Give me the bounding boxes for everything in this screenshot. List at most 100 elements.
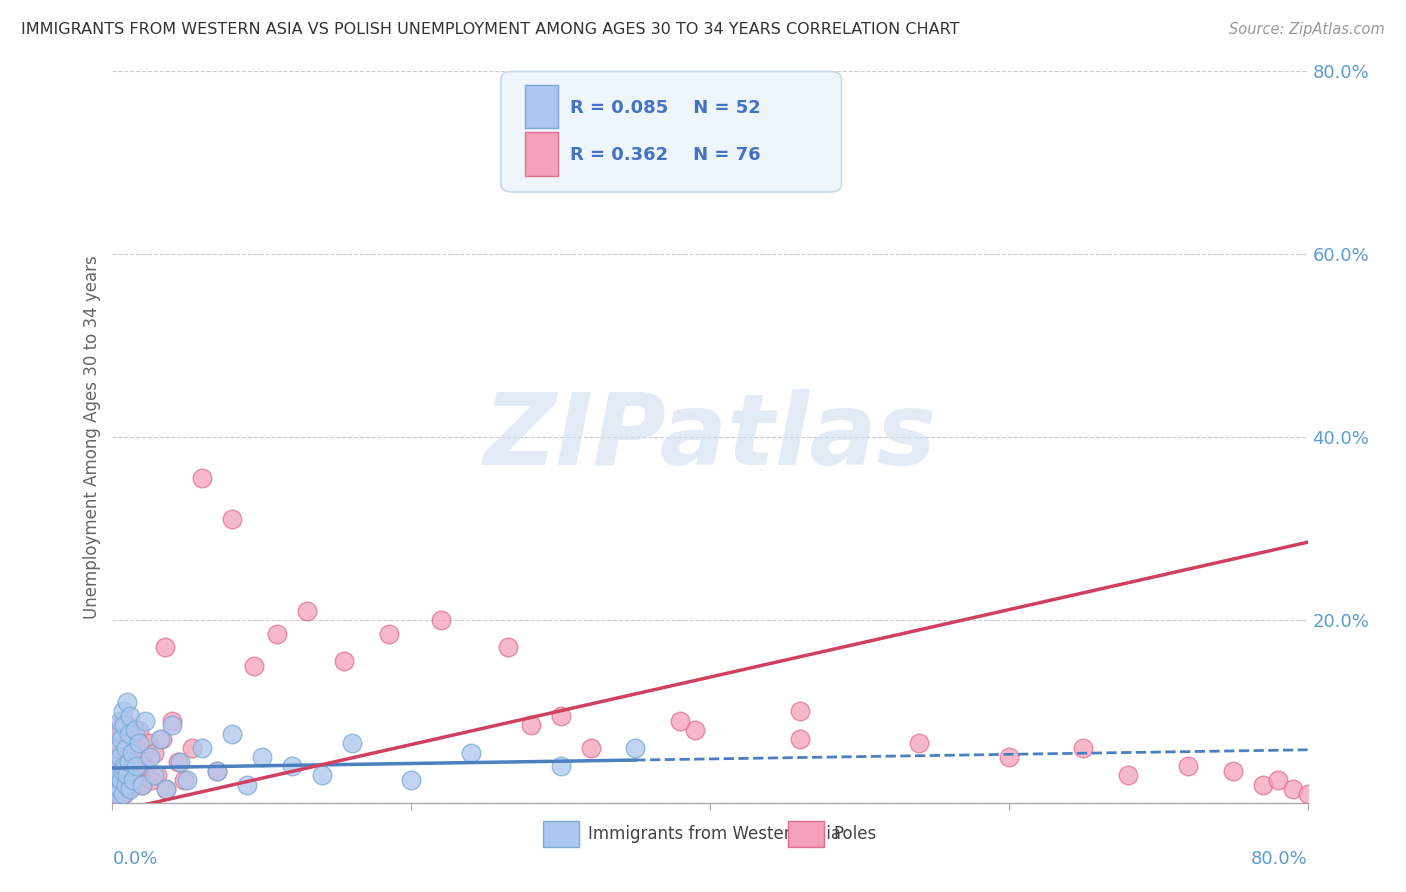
Point (143, 768, 166, 782)
Point (122, 772, 145, 787)
Point (108, 714, 131, 728)
Point (1251, 778, 1274, 792)
Point (236, 778, 259, 792)
FancyBboxPatch shape (524, 132, 558, 176)
Point (125, 759, 148, 773)
FancyBboxPatch shape (543, 821, 579, 847)
Point (105, 768, 128, 782)
Point (114, 772, 135, 787)
Text: Source: ZipAtlas.com: Source: ZipAtlas.com (1229, 22, 1385, 37)
Text: Immigrants from Western Asia: Immigrants from Western Asia (588, 824, 841, 843)
Point (121, 772, 143, 787)
Point (191, 740, 214, 755)
Point (111, 764, 134, 778)
Point (117, 768, 139, 782)
Point (118, 755, 141, 769)
Point (1296, 787, 1319, 801)
Point (131, 778, 153, 792)
Point (125, 740, 148, 755)
Point (430, 613, 453, 627)
Point (401, 772, 423, 787)
Point (118, 759, 141, 773)
Point (115, 740, 138, 755)
Point (1118, 768, 1140, 782)
Point (579, 740, 602, 755)
Point (103, 772, 125, 787)
Point (683, 723, 706, 737)
Point (110, 723, 132, 737)
Point (155, 782, 177, 797)
Point (120, 746, 142, 760)
Point (162, 714, 183, 728)
Point (107, 723, 129, 737)
Point (908, 736, 931, 750)
Point (111, 705, 134, 719)
Point (105, 740, 128, 755)
Point (205, 764, 228, 778)
Point (550, 759, 572, 773)
Point (110, 731, 132, 746)
Point (169, 755, 191, 769)
Point (266, 626, 288, 640)
Point (295, 604, 318, 618)
Point (103, 787, 125, 801)
Point (128, 723, 150, 737)
Point (205, 764, 228, 778)
Point (108, 782, 131, 797)
Point (153, 640, 176, 655)
Point (155, 782, 177, 797)
Point (162, 718, 183, 732)
Point (143, 746, 166, 760)
Point (108, 750, 131, 764)
Point (134, 759, 156, 773)
Point (108, 727, 131, 741)
Text: 80.0%: 80.0% (1251, 850, 1308, 868)
Point (107, 778, 129, 792)
Point (120, 709, 142, 723)
Point (1267, 772, 1289, 787)
Point (1222, 764, 1244, 778)
Point (120, 727, 142, 741)
Point (111, 759, 134, 773)
Point (118, 782, 141, 797)
Point (281, 759, 304, 773)
Point (1281, 782, 1303, 797)
Point (115, 768, 138, 782)
Point (221, 727, 243, 741)
Point (167, 755, 190, 769)
Point (340, 736, 363, 750)
Point (146, 768, 169, 782)
Text: R = 0.085    N = 52: R = 0.085 N = 52 (571, 99, 761, 117)
Point (117, 695, 139, 709)
Text: ZIPatlas: ZIPatlas (484, 389, 936, 485)
FancyBboxPatch shape (787, 821, 824, 847)
Point (243, 658, 266, 673)
Point (104, 778, 127, 792)
Point (127, 764, 149, 778)
Point (124, 723, 146, 737)
Point (104, 759, 127, 773)
Point (311, 768, 333, 782)
Point (460, 746, 482, 760)
Point (117, 718, 139, 732)
Point (998, 750, 1021, 764)
Point (789, 705, 811, 719)
Point (114, 787, 135, 801)
Point (124, 778, 146, 792)
Point (176, 772, 198, 787)
Point (669, 714, 692, 728)
Point (114, 759, 135, 773)
Point (122, 755, 145, 769)
Point (1073, 740, 1095, 755)
Point (221, 512, 243, 526)
Point (114, 718, 135, 732)
Point (108, 755, 131, 769)
Y-axis label: Unemployment Among Ages 30 to 34 years: Unemployment Among Ages 30 to 34 years (83, 255, 101, 619)
Point (111, 787, 134, 801)
Point (624, 740, 647, 755)
Point (134, 714, 156, 728)
FancyBboxPatch shape (524, 85, 558, 128)
Point (108, 787, 131, 801)
Point (104, 759, 127, 773)
Point (173, 772, 195, 787)
